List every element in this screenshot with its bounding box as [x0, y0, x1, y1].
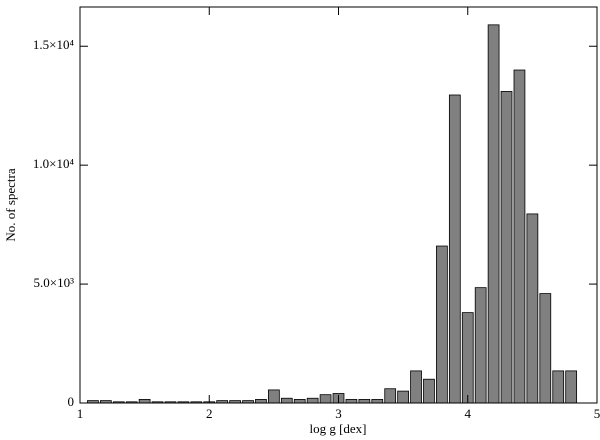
bar: [268, 389, 280, 404]
x-tick-label: 1: [77, 406, 84, 421]
bar: [461, 312, 474, 404]
bar: [526, 213, 539, 404]
bar: [448, 94, 461, 404]
y-tick-label: 1.0×10⁴: [33, 156, 75, 171]
bar: [319, 394, 332, 404]
bar: [358, 399, 371, 404]
bar: [539, 293, 552, 404]
y-tick-label: 1.5×10⁴: [33, 37, 75, 52]
x-axis-label: log g [dex]: [309, 421, 366, 436]
bar: [138, 399, 151, 404]
bar: [255, 399, 267, 404]
bar: [410, 370, 422, 404]
bar: [513, 69, 526, 404]
bar: [487, 24, 500, 404]
x-tick-label: 4: [465, 406, 472, 421]
bar: [552, 370, 565, 404]
x-tick-label: 3: [335, 406, 342, 421]
bar: [474, 287, 487, 404]
y-tick-label: 0: [68, 394, 75, 409]
bar: [423, 378, 435, 404]
bar: [565, 370, 578, 404]
x-tick-label: 2: [206, 406, 213, 421]
bar: [397, 390, 409, 404]
bar: [293, 399, 306, 404]
bar: [371, 399, 384, 404]
bar: [306, 397, 319, 404]
bar: [384, 388, 397, 404]
x-tick-label: 5: [594, 406, 600, 421]
bar: [500, 91, 513, 404]
bar: [436, 245, 448, 404]
y-axis-label: No. of spectra: [3, 168, 18, 242]
y-tick-label: 5.0×10³: [34, 275, 75, 290]
bar: [345, 399, 358, 404]
bar: [280, 397, 293, 404]
